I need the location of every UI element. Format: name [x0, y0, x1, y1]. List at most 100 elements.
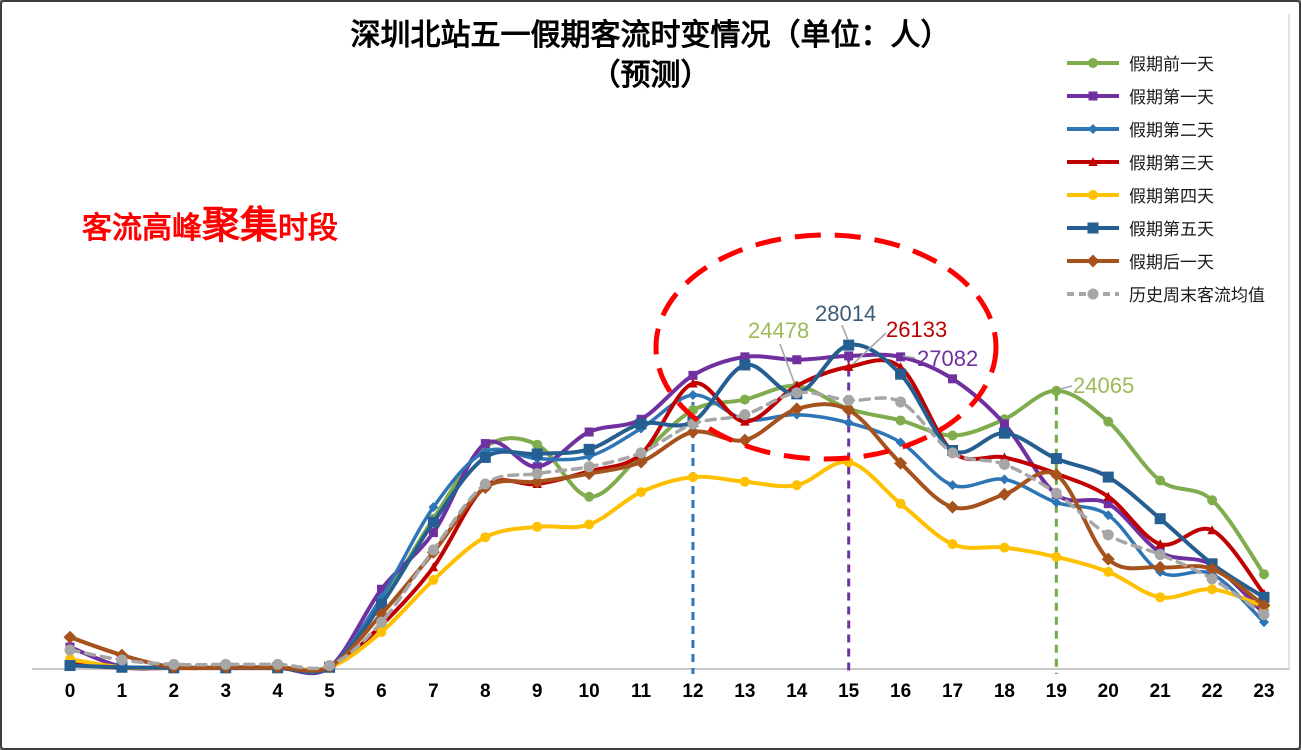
- marker-square: [375, 598, 387, 610]
- legend-item-假期前一天: 假期前一天: [1066, 46, 1265, 79]
- series-假期后一天: [63, 402, 1271, 674]
- marker-diamond: [843, 417, 854, 428]
- marker-diamond: [738, 433, 752, 447]
- x-axis-label-11: 11: [630, 681, 652, 702]
- marker-circle: [116, 654, 128, 666]
- marker-circle: [1087, 288, 1099, 299]
- marker-circle: [999, 542, 1010, 553]
- marker-square: [739, 359, 751, 371]
- marker-circle: [272, 658, 284, 670]
- marker-circle: [1051, 551, 1062, 562]
- legend-label: 假期第二天: [1129, 121, 1214, 140]
- marker-diamond: [1101, 552, 1115, 566]
- marker-square: [843, 339, 855, 351]
- marker-square: [999, 419, 1009, 429]
- legend-label: 假期第五天: [1129, 220, 1214, 239]
- marker-triangle: [1155, 539, 1165, 549]
- marker-square: [479, 451, 491, 463]
- marker-circle: [583, 461, 595, 473]
- marker-square: [583, 443, 595, 455]
- x-axis-label-2: 2: [168, 681, 180, 702]
- marker-circle: [843, 394, 855, 406]
- marker-circle: [220, 658, 232, 670]
- x-axis-label-13: 13: [734, 681, 756, 702]
- marker-triangle: [1103, 491, 1114, 501]
- marker-circle: [947, 430, 958, 441]
- marker-circle: [427, 544, 439, 556]
- marker-diamond: [1103, 510, 1114, 521]
- legend-label: 假期前一天: [1129, 55, 1214, 74]
- legend-key-历史周末客流均值: [1067, 288, 1119, 299]
- marker-triangle: [688, 378, 698, 388]
- marker-square: [1088, 91, 1098, 100]
- x-axis-label-8: 8: [480, 681, 491, 702]
- marker-square: [844, 351, 854, 361]
- marker-diamond: [686, 425, 700, 439]
- marker-circle: [480, 532, 491, 543]
- marker-circle: [1206, 573, 1218, 585]
- series-line: [68, 383, 1266, 675]
- marker-triangle: [740, 416, 750, 426]
- x-axis-label-9: 9: [531, 681, 543, 702]
- legend-item-假期第二天: 假期第二天: [1066, 112, 1265, 145]
- marker-square: [635, 418, 647, 430]
- marker-circle: [376, 627, 387, 638]
- marker-square: [1102, 471, 1114, 483]
- chart-legend: 假期前一天 假期第一天 假期第二天 假期第三天 假期第四天 假期第五天 假期后一天 历史周末客…: [1066, 46, 1265, 310]
- series-line: [68, 460, 1266, 673]
- marker-diamond: [1205, 562, 1219, 576]
- data-label-26133: 26133: [886, 317, 948, 342]
- marker-circle: [1155, 475, 1166, 486]
- callout-leader-27082: [902, 355, 916, 359]
- series-line: [68, 390, 1266, 671]
- marker-circle: [1103, 566, 1114, 577]
- marker-diamond: [1257, 598, 1271, 612]
- marker-diamond: [634, 455, 648, 469]
- x-axis-label-23: 23: [1253, 681, 1275, 702]
- marker-circle: [998, 458, 1010, 470]
- x-axis-label-18: 18: [993, 681, 1015, 702]
- chart-title-line2: （预测）: [590, 59, 711, 92]
- marker-square: [1103, 499, 1113, 509]
- x-axis-label-5: 5: [324, 681, 335, 702]
- legend-item-假期第一天: 假期第一天: [1066, 79, 1265, 112]
- callout-leader-24478: [779, 343, 795, 383]
- marker-square: [376, 584, 386, 594]
- data-label-27082: 27082: [917, 346, 979, 371]
- marker-circle: [895, 415, 906, 426]
- x-axis-label-12: 12: [682, 681, 704, 702]
- marker-triangle: [999, 452, 1010, 462]
- marker-diamond: [947, 480, 958, 491]
- annotation-text-part: 时段: [278, 212, 339, 245]
- marker-circle: [791, 480, 802, 491]
- annotation-text-part-large: 聚集: [202, 205, 279, 247]
- marker-circle: [584, 491, 595, 502]
- x-axis-label-0: 0: [64, 681, 76, 702]
- marker-diamond: [1258, 617, 1269, 628]
- marker-diamond: [946, 500, 960, 514]
- callout-leader-24065: [1059, 385, 1073, 390]
- marker-square: [480, 439, 490, 449]
- legend-key-假期第三天: [1067, 156, 1119, 166]
- marker-circle: [1154, 549, 1166, 561]
- data-label-24478: 24478: [748, 318, 810, 343]
- x-axis-label-3: 3: [220, 681, 232, 702]
- x-axis-label-1: 1: [116, 681, 128, 702]
- legend-key-假期后一天: [1067, 254, 1119, 267]
- callout-leader-26133: [852, 332, 887, 365]
- marker-circle: [324, 660, 336, 672]
- marker-circle: [375, 616, 387, 628]
- marker-square: [428, 528, 438, 538]
- marker-circle: [739, 409, 751, 421]
- callout-leader-28014: [841, 324, 849, 341]
- chart-title: 深圳北站五一假期客流时变情况（单位：人） （预测）: [2, 16, 1299, 96]
- x-axis-label-15: 15: [838, 681, 860, 702]
- data-label-24065: 24065: [1073, 373, 1135, 398]
- marker-circle: [1103, 416, 1114, 427]
- marker-triangle: [843, 361, 854, 371]
- marker-square: [792, 355, 802, 365]
- chart-title-line1: 深圳北站五一假期客流时变情况（单位：人）: [350, 19, 951, 52]
- marker-square: [116, 661, 128, 673]
- marker-circle: [1088, 189, 1098, 200]
